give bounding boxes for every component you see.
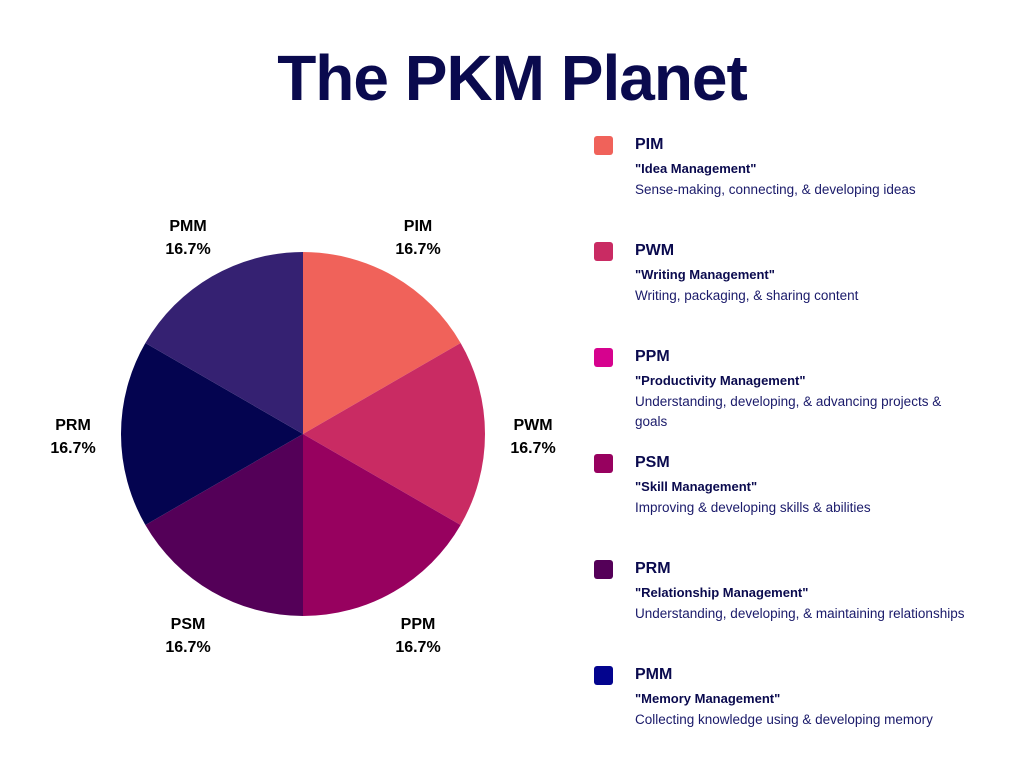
- legend-swatch: [594, 348, 613, 367]
- pie-slice-pim: [303, 252, 461, 434]
- slice-value-prm: 16.7%: [50, 440, 95, 457]
- legend-swatch: [594, 560, 613, 579]
- legend-description: Understanding, developing, & maintaining…: [635, 606, 965, 621]
- legend-code: PRM: [635, 560, 671, 577]
- legend-swatch: [594, 242, 613, 261]
- legend-swatch: [594, 666, 613, 685]
- legend-code: PIM: [635, 136, 664, 153]
- slice-label-ppm: PPM: [401, 616, 436, 633]
- legend-description: Improving & developing skills & abilitie…: [635, 500, 871, 515]
- legend-code: PSM: [635, 454, 670, 471]
- slice-label-pwm: PWM: [513, 417, 552, 434]
- pie-slice-ppm: [303, 434, 461, 616]
- legend-code: PWM: [635, 242, 675, 259]
- legend-name: "Productivity Management": [635, 373, 806, 388]
- legend-description: Understanding, developing, & advancing p…: [635, 394, 942, 429]
- slice-label-psm: PSM: [171, 616, 206, 633]
- slice-label-pmm: PMM: [169, 218, 206, 235]
- legend-description: Sense-making, connecting, & developing i…: [635, 182, 916, 197]
- slice-value-pwm: 16.7%: [510, 440, 555, 457]
- slice-label-prm: PRM: [55, 417, 91, 434]
- pie-slice-pwm: [303, 343, 485, 525]
- legend-name: "Skill Management": [635, 479, 758, 494]
- legend-description: Collecting knowledge using & developing …: [635, 712, 933, 727]
- slice-label-pim: PIM: [404, 218, 432, 235]
- chart-title: The PKM Planet: [277, 42, 748, 114]
- legend-name: "Relationship Management": [635, 585, 809, 600]
- slice-value-psm: 16.7%: [165, 639, 210, 656]
- legend-swatch: [594, 136, 613, 155]
- legend-description: Writing, packaging, & sharing content: [635, 288, 859, 303]
- slice-value-ppm: 16.7%: [395, 639, 440, 656]
- legend-name: "Writing Management": [635, 267, 775, 282]
- legend-code: PPM: [635, 348, 670, 365]
- legend-swatch: [594, 454, 613, 473]
- legend-name: "Memory Management": [635, 691, 781, 706]
- slice-value-pim: 16.7%: [395, 241, 440, 258]
- pie-slice-psm: [145, 434, 303, 616]
- legend-name: "Idea Management": [635, 161, 757, 176]
- slice-value-pmm: 16.7%: [165, 241, 210, 258]
- legend-code: PMM: [635, 666, 673, 683]
- pie-slice-pmm: [145, 252, 303, 434]
- pie-slice-prm: [121, 343, 303, 525]
